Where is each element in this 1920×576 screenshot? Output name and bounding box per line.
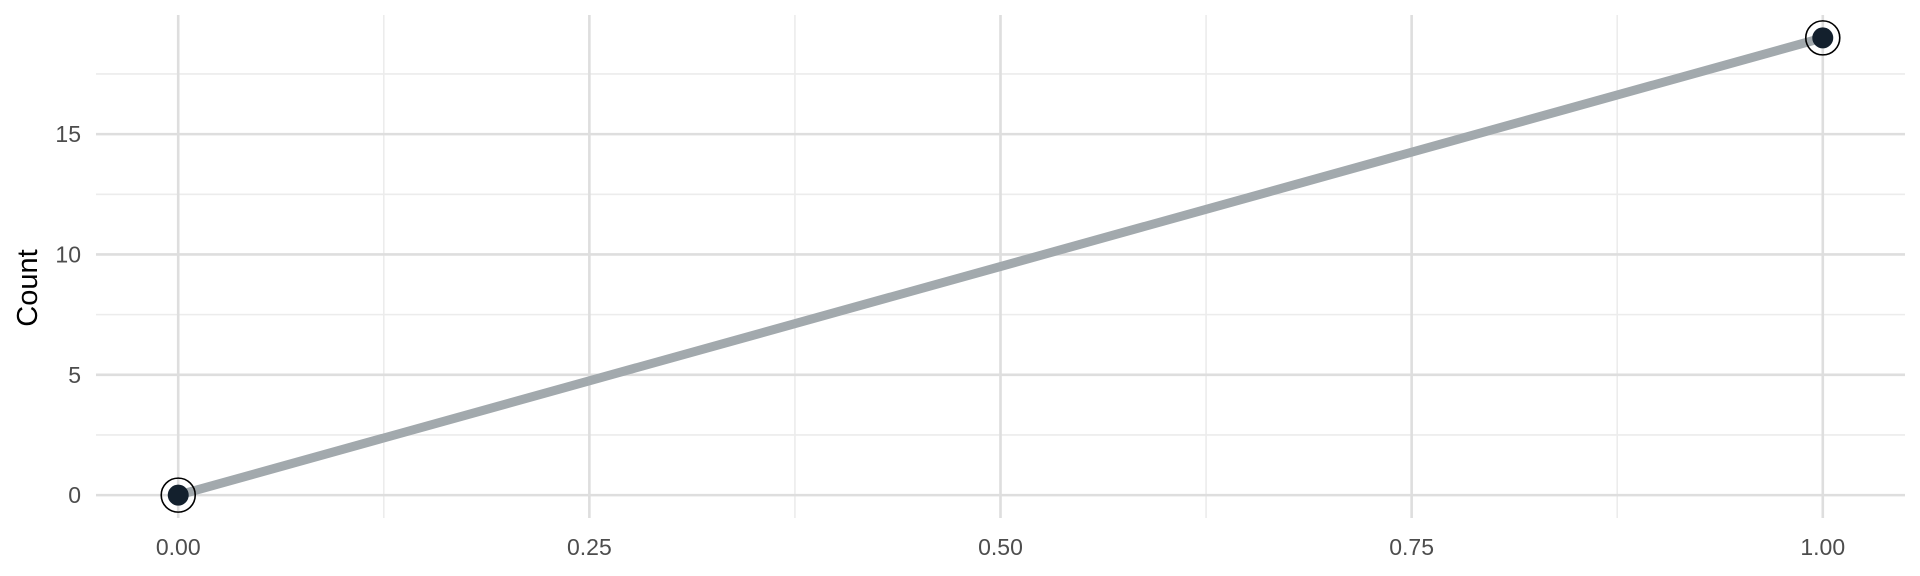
- y-tick-label-3: 15: [55, 121, 81, 147]
- data-point-1: [1812, 27, 1834, 49]
- y-tick-label-2: 10: [55, 241, 81, 267]
- data-point-ring-0: [160, 477, 197, 513]
- x-tick-label-4: 1.00: [1800, 534, 1845, 560]
- y-tick-label-1: 5: [68, 362, 81, 388]
- series-layer: [177, 33, 1824, 500]
- x-tick-label-1: 0.25: [567, 534, 612, 560]
- data-point-ring-1: [1804, 20, 1841, 56]
- series-line-0: [177, 33, 1824, 500]
- y-axis-ticks: 0 5 10 15: [55, 121, 81, 508]
- y-tick-label-0: 0: [68, 482, 81, 508]
- points-layer: [160, 20, 1841, 513]
- x-tick-label-2: 0.50: [978, 534, 1023, 560]
- y-axis-title: Count: [12, 249, 44, 326]
- grid: [96, 15, 1905, 518]
- x-axis-ticks: 0.00 0.25 0.50 0.75 1.00: [156, 534, 1845, 560]
- x-tick-label-0: 0.00: [156, 534, 201, 560]
- data-point-0: [167, 484, 189, 506]
- x-tick-label-3: 0.75: [1389, 534, 1434, 560]
